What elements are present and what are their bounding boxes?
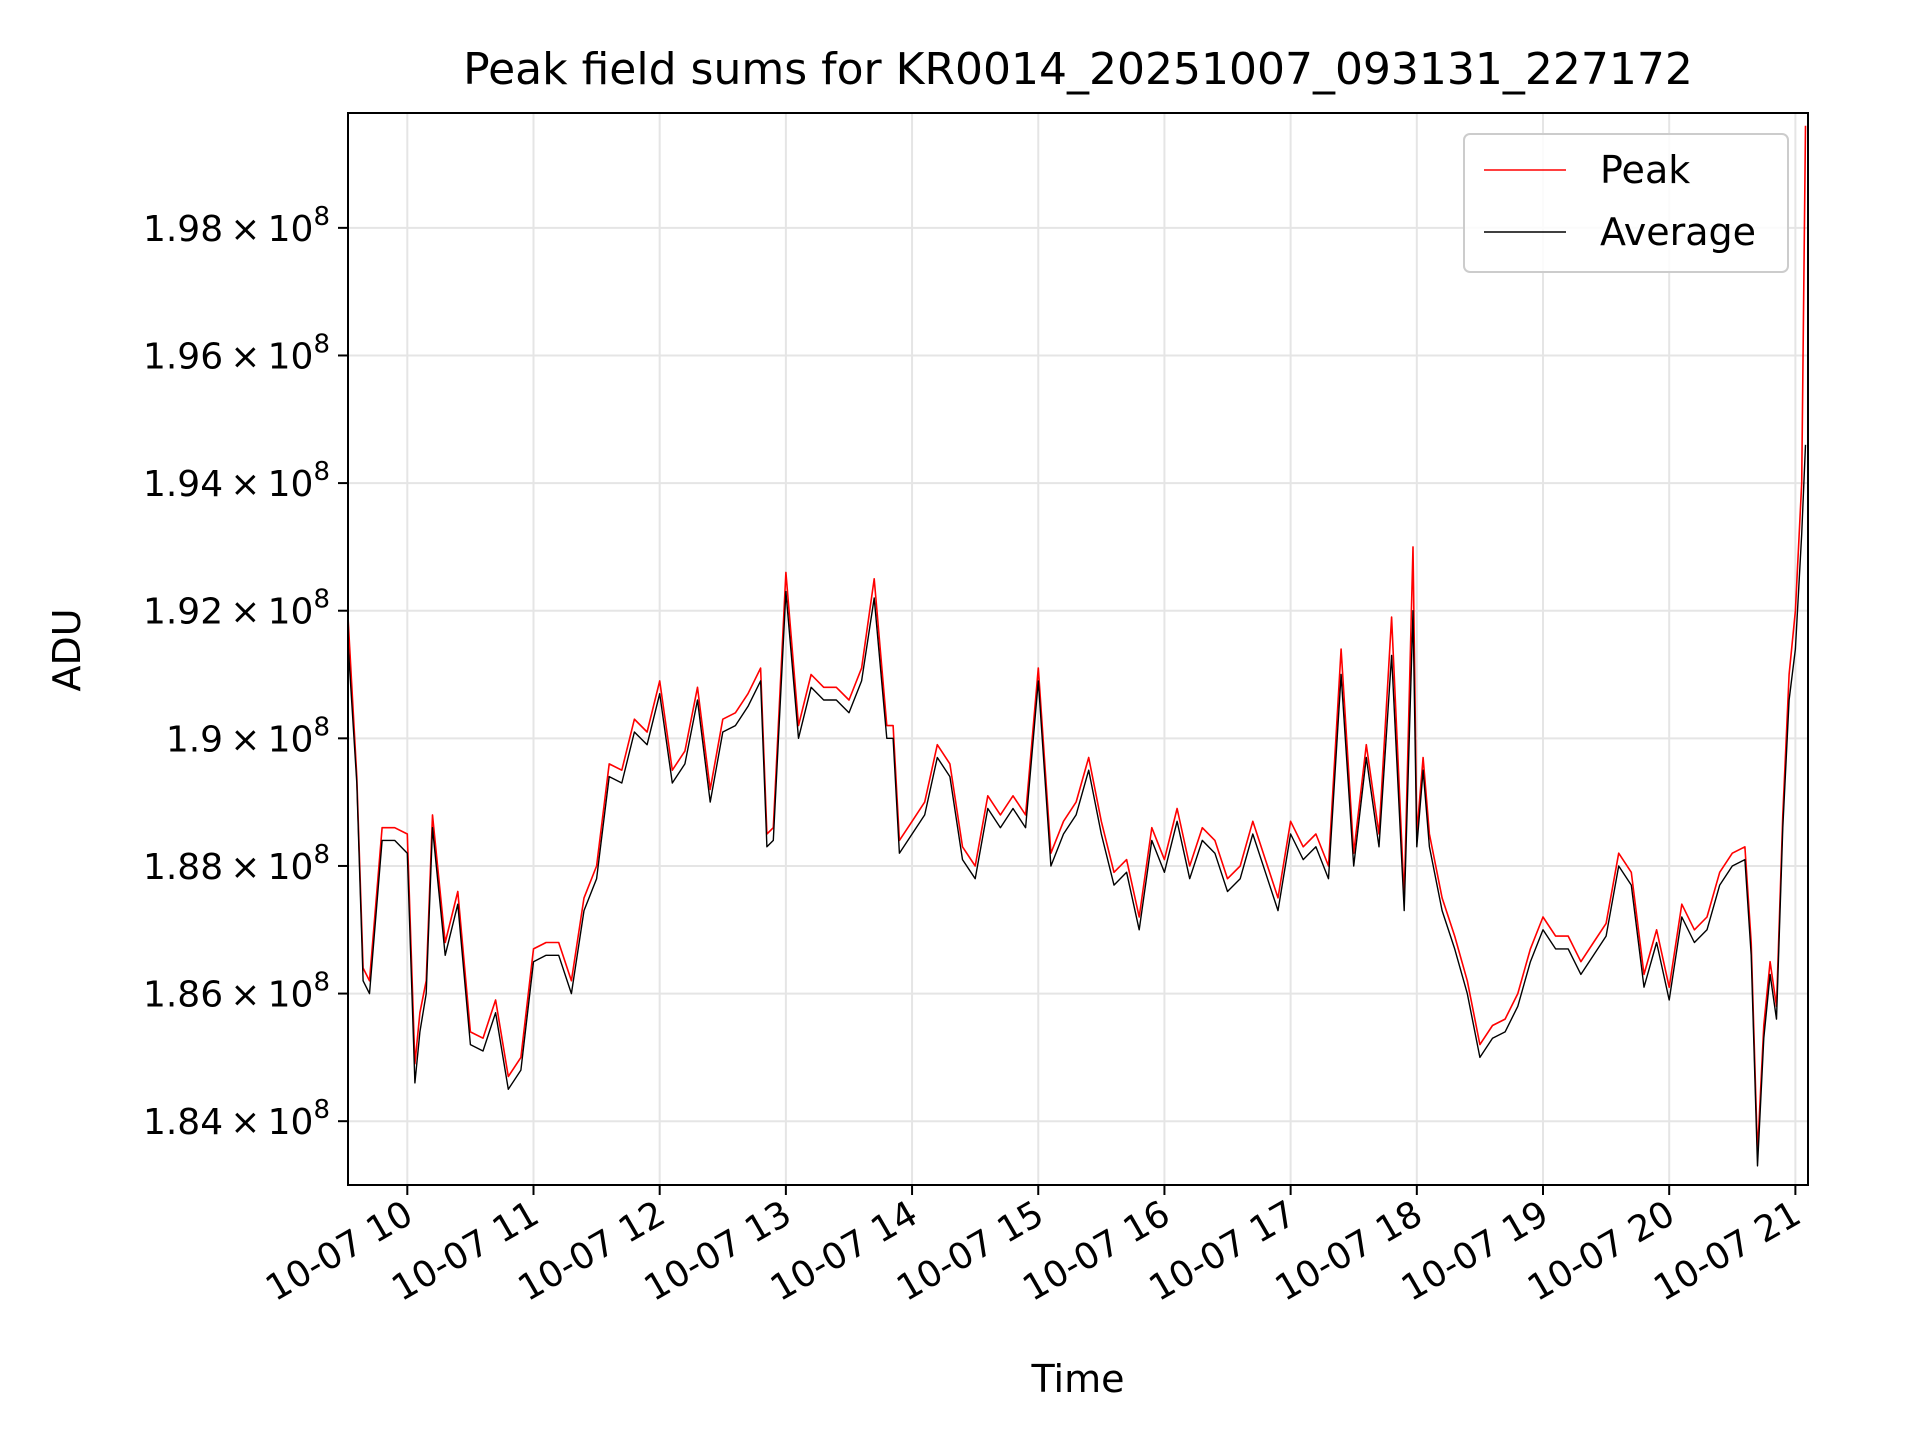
y-tick-mantissa: 1.96 <box>143 336 223 377</box>
y-tick-label: 1.86 × 108 <box>143 968 330 1016</box>
y-tick-mantissa: 1.86 <box>143 975 223 1016</box>
y-tick-exponent: 8 <box>313 457 330 487</box>
y-tick-base: 10 <box>268 1102 314 1143</box>
y-tick-label: 1.84 × 108 <box>143 1095 330 1143</box>
y-tick-base: 10 <box>268 209 314 250</box>
y-tick-mantissa: 1.88 <box>143 847 223 888</box>
legend-peak-label: Peak <box>1600 148 1690 192</box>
peak-series-line <box>348 125 1807 1154</box>
y-tick-times: × <box>223 847 268 888</box>
y-tick-mantissa: 1.98 <box>143 209 223 250</box>
y-tick-times: × <box>223 464 268 505</box>
y-tick-exponent: 8 <box>313 712 330 742</box>
y-tick-label: 1.96 × 108 <box>143 329 330 377</box>
y-tick-label: 1.94 × 108 <box>143 457 330 505</box>
chart-title: Peak field sums for KR0014_20251007_0931… <box>463 44 1693 95</box>
y-tick-label: 1.92 × 108 <box>143 585 330 633</box>
y-tick-mantissa: 1.84 <box>143 1102 223 1143</box>
y-tick-mantissa: 1.9 <box>166 719 223 760</box>
y-tick-exponent: 8 <box>313 202 330 232</box>
y-tick-base: 10 <box>268 719 314 760</box>
y-tick-times: × <box>223 975 268 1016</box>
average-series-line <box>348 444 1807 1167</box>
y-tick-mantissa: 1.92 <box>143 592 223 633</box>
y-tick-base: 10 <box>268 336 314 377</box>
y-tick-exponent: 8 <box>313 1095 330 1125</box>
y-tick-base: 10 <box>268 592 314 633</box>
y-axis-label: ADU <box>45 608 89 691</box>
legend-box <box>1463 133 1789 273</box>
y-tick-exponent: 8 <box>313 840 330 870</box>
y-tick-times: × <box>223 336 268 377</box>
y-tick-exponent: 8 <box>313 968 330 998</box>
y-tick-exponent: 8 <box>313 585 330 615</box>
y-tick-exponent: 8 <box>313 329 330 359</box>
y-tick-base: 10 <box>268 975 314 1016</box>
y-tick-base: 10 <box>268 464 314 505</box>
y-tick-times: × <box>223 209 268 250</box>
y-tick-label: 1.9 × 108 <box>166 712 330 760</box>
y-tick-mantissa: 1.94 <box>143 464 223 505</box>
legend: Peak Average <box>1463 133 1789 273</box>
legend-average-label: Average <box>1600 210 1756 254</box>
y-tick-base: 10 <box>268 847 314 888</box>
y-tick-label: 1.98 × 108 <box>143 202 330 250</box>
y-tick-times: × <box>223 719 268 760</box>
y-tick-times: × <box>223 1102 268 1143</box>
x-axis-label: Time <box>1031 1357 1125 1401</box>
y-tick-times: × <box>223 592 268 633</box>
plot-series <box>348 125 1807 1167</box>
plot-frame <box>347 112 1809 1186</box>
y-tick-label: 1.88 × 108 <box>143 840 330 888</box>
